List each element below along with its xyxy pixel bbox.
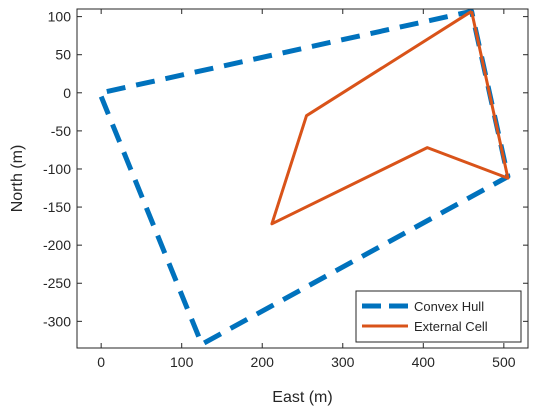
- legend-label-external-cell: External Cell: [414, 319, 488, 334]
- y-tick-label: -150: [43, 199, 71, 215]
- y-tick-label: -100: [43, 161, 71, 177]
- y-axis-title: North (m): [9, 145, 26, 213]
- y-tick-label: 100: [48, 9, 72, 25]
- y-tick-label: 50: [55, 47, 71, 63]
- y-tick-label: -300: [43, 313, 71, 329]
- legend-box: [355, 290, 522, 343]
- y-tick-label: 0: [63, 85, 71, 101]
- x-tick-label: 400: [412, 354, 436, 370]
- x-tick-label: 200: [251, 354, 275, 370]
- series-layer: [98, 8, 511, 347]
- y-tick-label: -200: [43, 237, 71, 253]
- x-tick-label: 0: [97, 354, 105, 370]
- x-tick-label: 100: [170, 354, 194, 370]
- y-tick-label: -250: [43, 275, 71, 291]
- axes-box: [76, 8, 529, 349]
- x-tick-label: 500: [492, 354, 516, 370]
- legend-label-convex-hull: Convex Hull: [414, 299, 484, 314]
- x-axis-title: East (m): [272, 389, 332, 406]
- x-tick-label: 300: [331, 354, 355, 370]
- legend: Convex Hull External Cell: [355, 290, 522, 343]
- y-tick-label: -50: [51, 123, 71, 139]
- ticks-layer: 0 100 200 300 400 500100500-50-100-150-200-25…: [43, 9, 528, 370]
- series-line-external-cell: [270, 10, 510, 226]
